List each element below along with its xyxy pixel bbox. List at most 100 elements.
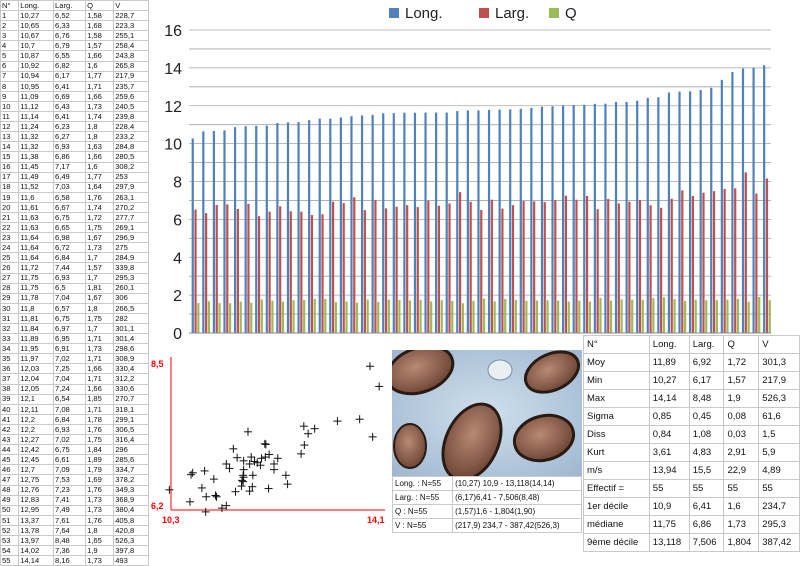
measurement-cell: 6,95: [52, 333, 87, 345]
statistics-cell: 1,08: [688, 425, 725, 444]
measurement-cell: 6,49: [52, 171, 87, 183]
bar-larg: [469, 201, 472, 333]
measurement-cell: 7,17: [52, 161, 87, 173]
scatter-point: [245, 487, 254, 496]
bar-long: [540, 106, 544, 334]
measurement-cell: 6,43: [52, 100, 87, 113]
measurement-cell: 41: [0, 413, 20, 425]
measurement-cell: 7,03: [52, 181, 87, 193]
measurement-cell: 6,84: [52, 252, 87, 264]
measurement-cell: 38: [0, 383, 20, 395]
bar-long: [424, 112, 427, 333]
measurement-cell: 10,7: [18, 40, 54, 52]
measurement-row: 12 11,24 6,23 1,8 228,4: [0, 121, 149, 133]
measurement-cell: 6,84: [52, 413, 87, 425]
measurement-cell: 235,7: [113, 80, 149, 92]
y-tick-label: 0: [173, 326, 182, 340]
bar-long: [625, 101, 628, 334]
measurement-row: 11 11,14 6,41 1,74 239,8: [0, 111, 149, 123]
measurement-cell: 1,9: [85, 545, 115, 557]
measurement-cell: 13,78: [18, 524, 54, 536]
measurement-cell: 6,75: [52, 444, 87, 456]
y-tick-label: 14: [164, 61, 182, 78]
measurement-cell: 6,97: [52, 322, 87, 335]
measurement-row: 55 14,14 8,16 1,73 493: [0, 555, 149, 566]
legend-label: Larg.: [495, 5, 529, 22]
measurement-cell: 6,17: [52, 70, 87, 82]
bar-q: [472, 300, 475, 333]
statistics-cell: 3,61: [648, 443, 690, 462]
measurement-cell: 48: [0, 484, 20, 496]
scatter-point: [300, 441, 309, 450]
measurement-cell: 7,04: [52, 373, 87, 385]
measurement-cell: 12,83: [18, 494, 54, 506]
legend-label: Q: [565, 5, 577, 22]
bar-long: [255, 125, 258, 333]
measurement-cell: 11,24: [18, 121, 54, 133]
statistics-row: 1er décile 10,9 6,41 1,6 234,7: [583, 497, 800, 516]
bar-larg: [490, 199, 493, 333]
measurement-row: 10 11,12 6,43 1,73 240,5: [0, 100, 149, 113]
measurement-cell: 8: [0, 80, 20, 92]
measurement-cell: 1,73: [85, 494, 115, 506]
measurement-cell: 7,53: [52, 474, 87, 486]
bar-long: [403, 112, 406, 334]
measurement-cell: 7,49: [52, 504, 87, 516]
scatter-point: [257, 454, 266, 463]
scatter-point: [281, 471, 290, 480]
statistics-row: Moy 11,89 6,92 1,72 301,3: [583, 353, 800, 372]
measurement-row: 32 11,84 6,97 1,7 301,1: [0, 322, 149, 335]
bar-larg: [744, 172, 747, 333]
bar-q: [535, 300, 539, 333]
measurement-cell: 306: [113, 292, 149, 304]
measurement-cell: 39: [0, 393, 20, 405]
scatter-point: [333, 417, 342, 426]
bar-larg: [575, 199, 578, 333]
measurement-cell: 1,76: [85, 484, 115, 496]
bar-long: [276, 122, 279, 333]
y-tick-label: 12: [164, 99, 182, 116]
measurement-cell: 11,6: [18, 191, 54, 203]
bar-long: [487, 109, 491, 333]
bar-larg: [480, 209, 483, 333]
measurement-cell: 11,84: [18, 322, 54, 335]
bar-long: [392, 113, 395, 334]
measurement-cell: 55: [0, 555, 20, 566]
measurement-cell: 284,8: [113, 141, 149, 153]
bar-larg: [511, 205, 515, 333]
statistics-header-cell: V: [758, 335, 800, 354]
bar-long: [445, 112, 448, 333]
measurements-header-cell: N°: [0, 0, 20, 12]
statistics-cell: 1,6: [723, 497, 760, 516]
measurement-cell: 1,74: [85, 201, 115, 213]
measurement-cell: 11,78: [18, 292, 54, 304]
measurement-cell: 378,2: [113, 474, 149, 486]
measurement-cell: 233,2: [113, 131, 149, 143]
measurement-cell: 1,71: [85, 333, 115, 345]
measurement-cell: 43: [0, 434, 20, 446]
measurement-cell: 318,1: [113, 403, 149, 415]
measurement-cell: 1,71: [85, 373, 115, 385]
measurement-row: 29 11,78 7,04 1,67 306: [0, 292, 149, 304]
measurement-cell: 296,9: [113, 232, 149, 244]
bar-q: [599, 297, 602, 333]
bar-larg: [554, 200, 557, 333]
bar-long: [636, 100, 639, 333]
statistics-cell: 15,5: [688, 461, 725, 480]
bar-long: [318, 118, 321, 333]
measurement-cell: 6,58: [52, 191, 87, 203]
measurement-cell: 223,3: [113, 20, 149, 32]
bar-q: [525, 300, 528, 333]
measurement-cell: 5: [0, 50, 20, 62]
measurement-cell: 6,91: [52, 343, 87, 355]
measurement-cell: 13: [0, 131, 20, 143]
bar-larg: [215, 204, 218, 333]
measurement-cell: 1,73: [85, 555, 115, 566]
bar-long: [710, 87, 713, 334]
bar-long: [308, 120, 311, 333]
measurement-cell: 32: [0, 322, 20, 335]
statistics-cell: 10,27: [648, 371, 690, 390]
scatter-point: [187, 470, 196, 479]
measurement-row: 8 10,95 6,41 1,71 235,7: [0, 80, 149, 92]
statistics-cell: 55: [688, 479, 725, 498]
